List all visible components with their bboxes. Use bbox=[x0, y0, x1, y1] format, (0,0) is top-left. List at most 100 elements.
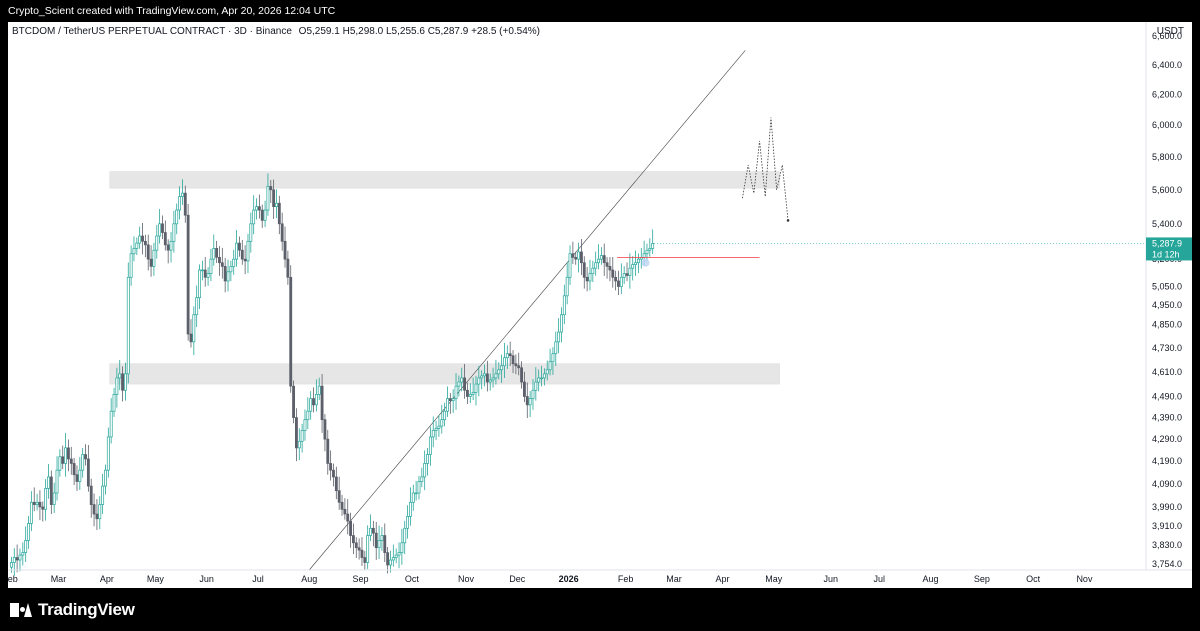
candle-up bbox=[391, 557, 395, 561]
candle-up bbox=[175, 209, 179, 225]
candle-up bbox=[135, 242, 139, 249]
supply-demand-zone bbox=[109, 171, 780, 189]
candle-down bbox=[203, 269, 207, 278]
time-tick-label: Nov bbox=[458, 574, 475, 584]
candle-down bbox=[215, 248, 219, 258]
candle-down bbox=[485, 373, 489, 383]
candle-down bbox=[448, 398, 452, 402]
candle-down bbox=[86, 458, 90, 487]
candle-up bbox=[101, 485, 105, 505]
candle-up bbox=[451, 398, 455, 402]
tradingview-logo-icon bbox=[10, 603, 32, 617]
time-tick-label: Apr bbox=[100, 574, 114, 584]
candle-down bbox=[337, 490, 341, 503]
candle-down bbox=[520, 367, 524, 383]
time-tick-label: Mar bbox=[666, 574, 682, 584]
candle-down bbox=[602, 255, 606, 264]
ohlc-low: L5,255.6 bbox=[385, 26, 425, 37]
candle-down bbox=[149, 258, 153, 267]
candle-up bbox=[599, 255, 603, 260]
candle-down bbox=[238, 242, 241, 251]
price-tick-label: 4,390.0 bbox=[1152, 413, 1182, 423]
candle-up bbox=[440, 419, 444, 427]
candle-up bbox=[226, 271, 230, 282]
candle-up bbox=[591, 267, 595, 274]
candle-down bbox=[49, 476, 53, 505]
candle-up bbox=[52, 492, 56, 505]
price-tick-label: 5,600.0 bbox=[1152, 185, 1182, 195]
candle-up bbox=[249, 223, 253, 242]
candle-down bbox=[292, 385, 296, 418]
price-chart[interactable]: 6,600.0 6,400.0 6,200.0 6,000.0 5,800.0 5,600… bbox=[8, 22, 1192, 588]
candle-up bbox=[98, 504, 102, 520]
candle-up bbox=[172, 223, 176, 242]
candle-down bbox=[121, 373, 125, 391]
candle-down bbox=[189, 333, 193, 343]
candle-down bbox=[277, 202, 281, 225]
symbol-name[interactable]: BTCDOM / TetherUS PERPETUAL CONTRACT · 3… bbox=[12, 26, 292, 37]
candle-up bbox=[548, 361, 552, 371]
candle-down bbox=[269, 186, 273, 191]
candle-up bbox=[123, 373, 127, 391]
candle-up bbox=[29, 501, 33, 524]
price-tick-label: 6,400.0 bbox=[1152, 60, 1182, 70]
candle-up bbox=[397, 552, 401, 556]
candle-up bbox=[81, 454, 85, 471]
candle-up bbox=[460, 377, 464, 383]
candle-up bbox=[483, 373, 486, 377]
candle-down bbox=[611, 269, 615, 278]
candle-down bbox=[163, 232, 167, 246]
candle-up bbox=[409, 501, 412, 517]
candle-down bbox=[346, 513, 350, 522]
candle-up bbox=[531, 389, 535, 399]
candle-up bbox=[471, 391, 475, 395]
candle-up bbox=[235, 242, 239, 260]
candle-up bbox=[138, 235, 142, 244]
candle-up bbox=[152, 249, 156, 267]
candle-down bbox=[340, 501, 344, 510]
time-tick-label: Aug bbox=[923, 574, 939, 584]
candle-up bbox=[420, 476, 424, 482]
candle-up bbox=[389, 559, 392, 566]
candle-down bbox=[374, 532, 378, 549]
candle-up bbox=[534, 381, 538, 391]
price-tick-label: 5,400.0 bbox=[1152, 219, 1182, 229]
candle-up bbox=[500, 365, 504, 371]
candle-down bbox=[69, 458, 73, 464]
candle-down bbox=[32, 501, 36, 505]
selection-marker bbox=[641, 258, 650, 267]
candle-down bbox=[75, 474, 79, 482]
chart-panel[interactable]: 6,600.0 6,400.0 6,200.0 6,000.0 5,800.0 5,600… bbox=[8, 22, 1192, 588]
candle-up bbox=[300, 430, 304, 442]
time-tick-label: Jun bbox=[199, 574, 214, 584]
candle-down bbox=[608, 266, 612, 271]
candle-up bbox=[158, 223, 162, 237]
price-tick-label: 4,730.0 bbox=[1152, 343, 1182, 353]
candle-up bbox=[554, 341, 558, 355]
candle-up bbox=[55, 469, 59, 494]
candle-down bbox=[579, 251, 583, 264]
candle-up bbox=[314, 394, 318, 406]
candle-up bbox=[540, 377, 543, 380]
candle-down bbox=[522, 381, 526, 397]
candle-up bbox=[275, 202, 278, 208]
time-tick-label: 2026 bbox=[559, 574, 579, 584]
candle-up bbox=[112, 394, 116, 412]
candle-up bbox=[246, 240, 250, 262]
candle-up bbox=[317, 385, 321, 395]
price-tick-label: 5,050.0 bbox=[1152, 282, 1182, 292]
tradingview-logo[interactable]: TradingView bbox=[10, 600, 135, 620]
candle-up bbox=[437, 425, 441, 429]
candle-up bbox=[634, 262, 638, 265]
candle-down bbox=[352, 535, 355, 544]
time-tick-label: May bbox=[147, 574, 165, 584]
candle-down bbox=[386, 552, 390, 566]
candle-up bbox=[474, 383, 478, 393]
time-tick-label: Oct bbox=[405, 574, 420, 584]
candle-up bbox=[192, 314, 196, 343]
time-tick-label: Aug bbox=[301, 574, 317, 584]
candle-up bbox=[303, 419, 307, 431]
candle-up bbox=[562, 295, 566, 316]
candle-up bbox=[9, 562, 13, 568]
